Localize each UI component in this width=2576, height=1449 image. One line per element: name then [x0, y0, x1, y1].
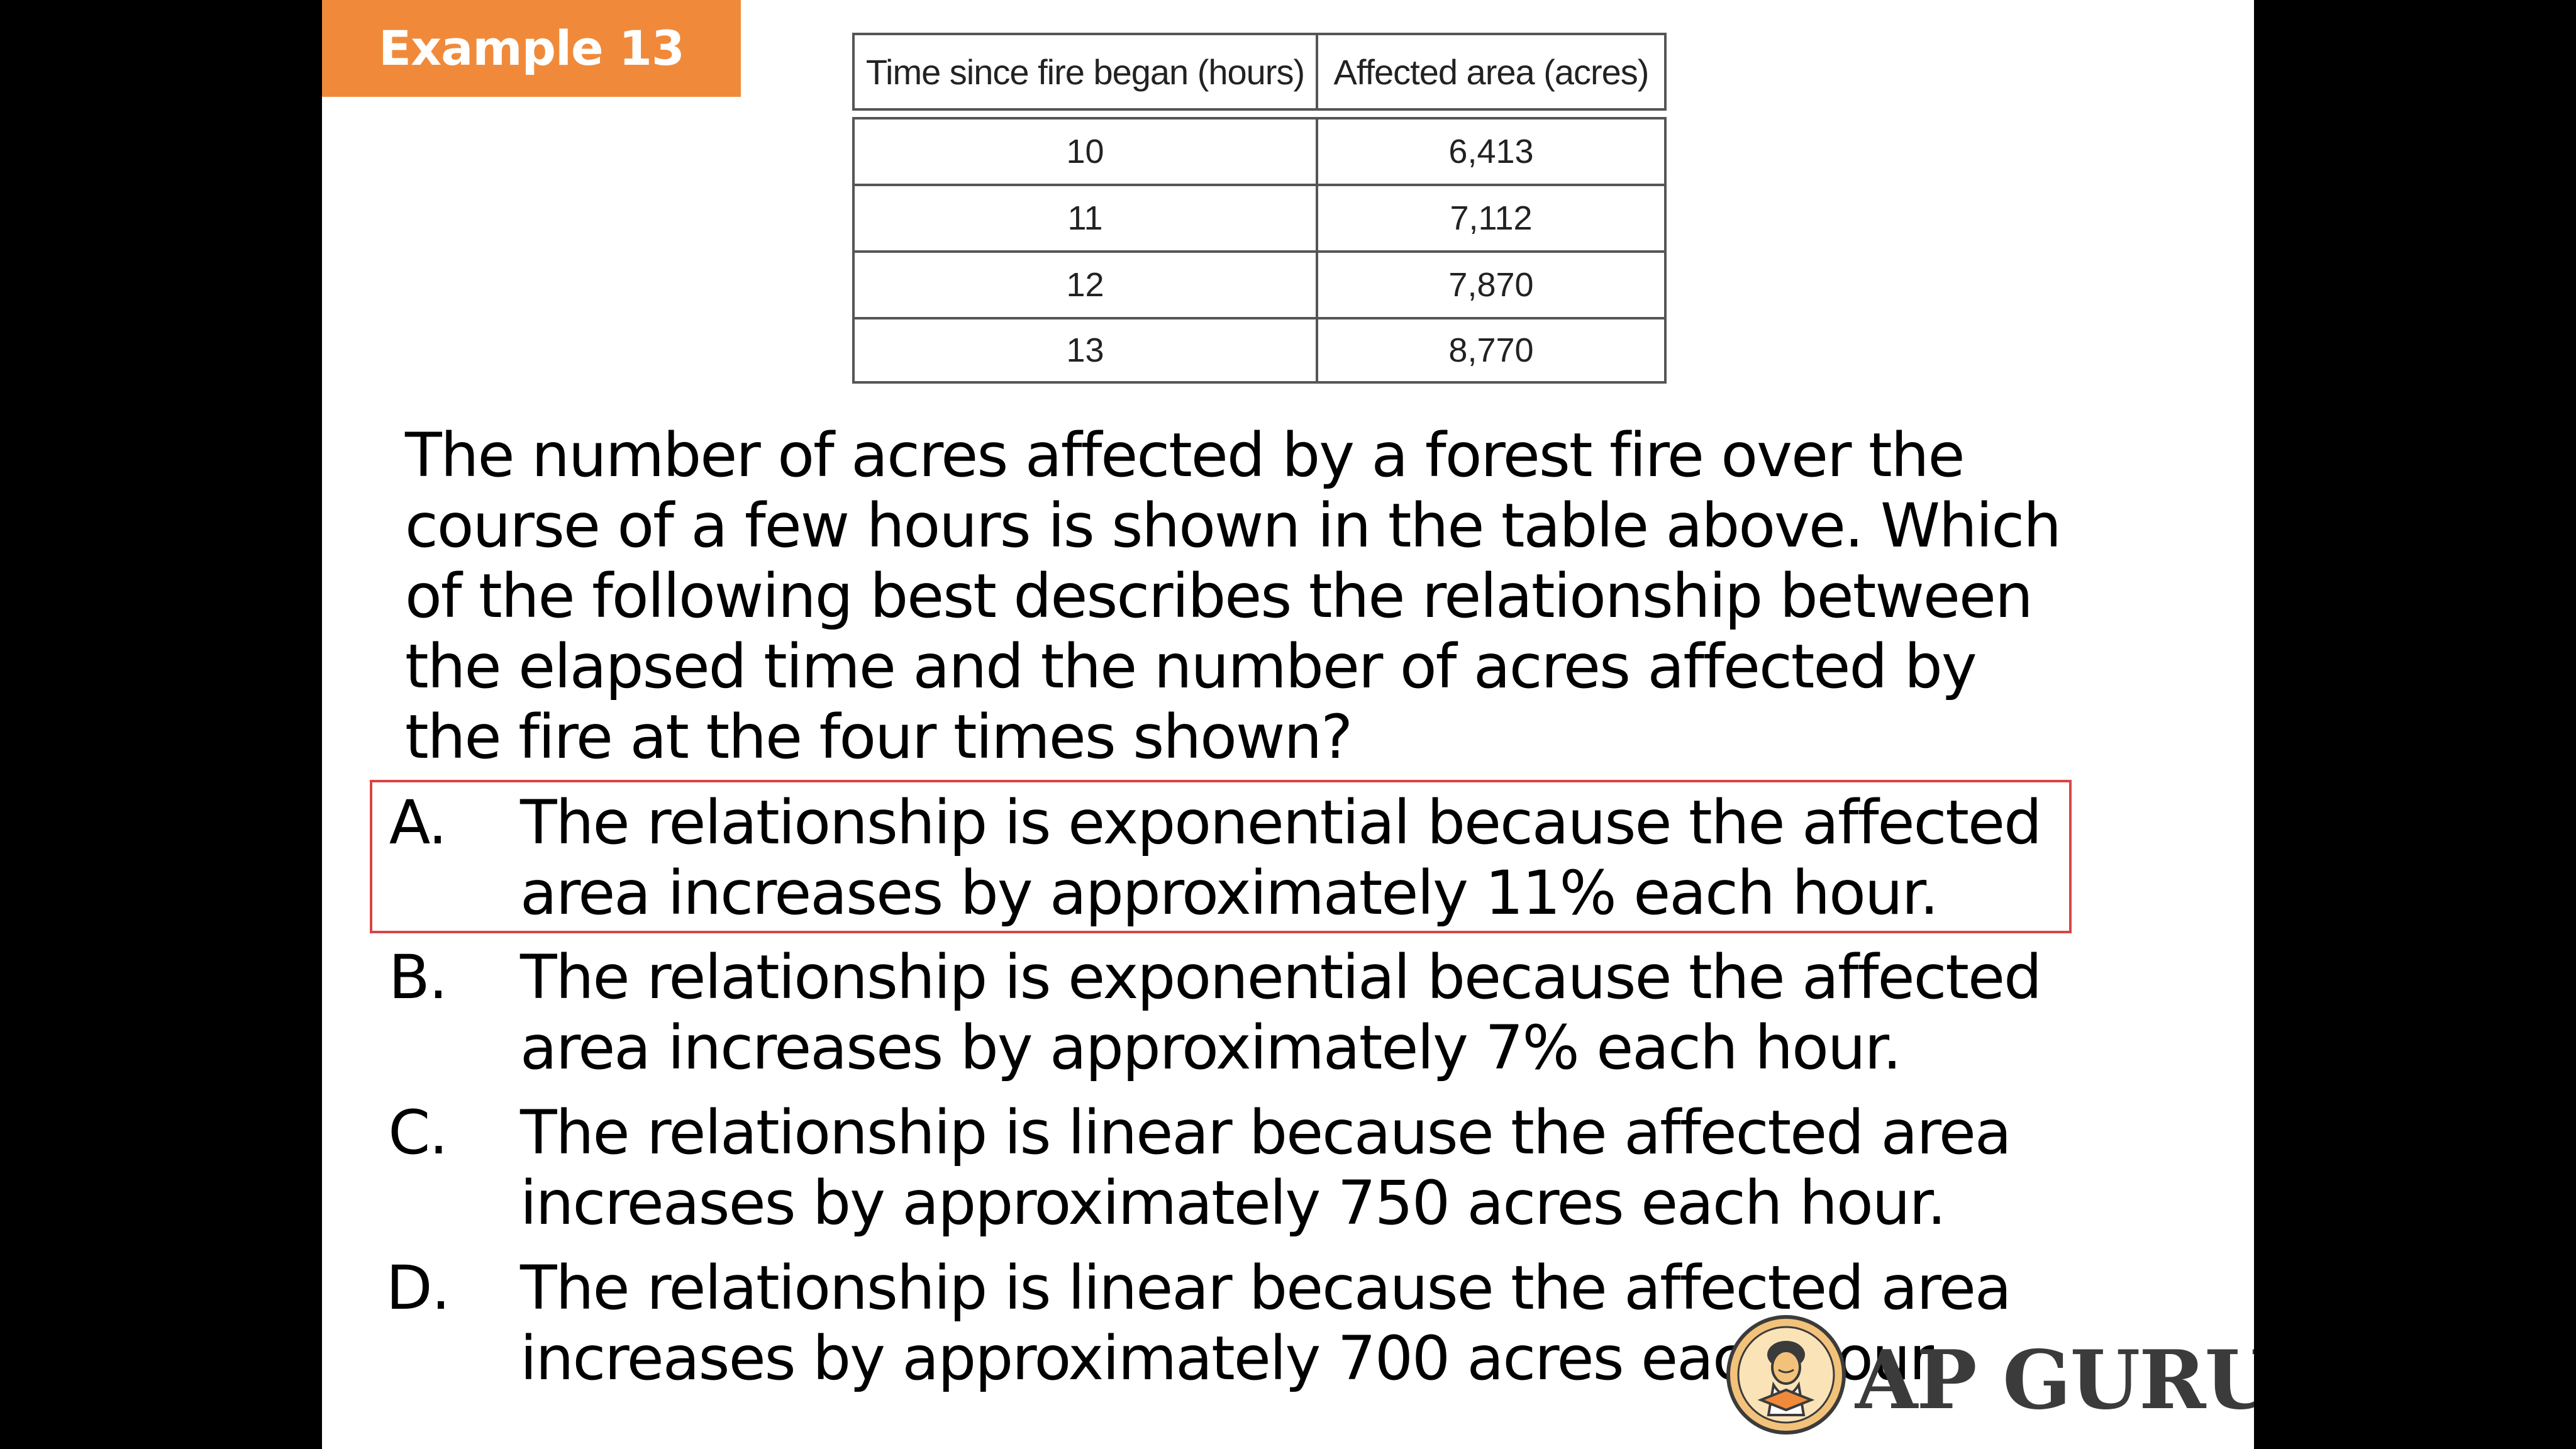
choice-line: The relationship is exponential because …: [520, 787, 2042, 858]
table-cell-time: 13: [855, 319, 1318, 381]
guru-emblem-icon: [1726, 1315, 1846, 1435]
answer-highlight-box: [370, 780, 2072, 933]
logo-text: AP GURU: [1855, 1333, 2254, 1428]
table-cell-time: 12: [855, 253, 1318, 317]
table-header-area: Affected area (acres): [1333, 52, 1650, 92]
table-row: 10 6,413: [852, 117, 1667, 184]
table-row: 12 7,870: [852, 250, 1667, 317]
question-text: The number of acres affected by a forest…: [405, 420, 2204, 772]
choice-line: increases by approximately 700 acres eac…: [520, 1323, 1946, 1394]
slide: Example 13 Time since fire began (hours)…: [322, 0, 2254, 1449]
choice-letter: D.: [386, 1253, 450, 1323]
table-header-time: Time since fire began (hours): [855, 35, 1318, 108]
choice-line: increases by approximately 750 acres eac…: [520, 1168, 1946, 1238]
table-cell-area: 8,770: [1448, 331, 1534, 369]
table-cell-time: 11: [855, 186, 1318, 250]
table-cell-time: 10: [855, 119, 1318, 184]
choice-text: The relationship is linear because the a…: [520, 1097, 2155, 1238]
choice-letter: A.: [389, 787, 448, 858]
table-cell-area: 7,870: [1448, 266, 1534, 304]
choice-letter: B.: [388, 942, 448, 1013]
choice-text: The relationship is linear because the a…: [520, 1253, 2155, 1394]
table-row: 11 7,112: [852, 184, 1667, 250]
choice-line: The relationship is linear because the a…: [520, 1097, 2012, 1168]
question-line: of the following best describes the rela…: [405, 561, 2033, 631]
ap-guru-logo: AP GURU: [1723, 1308, 2254, 1449]
table-cell-area: 7,112: [1450, 199, 1533, 237]
question-line: The number of acres affected by a forest…: [405, 420, 1965, 491]
choice-text: The relationship is exponential because …: [520, 787, 2155, 928]
question-line: the fire at the four times shown?: [405, 702, 1353, 772]
question-line: course of a few hours is shown in the ta…: [405, 491, 2062, 561]
choice-text: The relationship is exponential because …: [520, 942, 2155, 1083]
choice-line: area increases by approximately 11% each…: [520, 858, 1939, 928]
table-cell-area: 6,413: [1448, 133, 1534, 170]
choice-letter: C.: [388, 1097, 448, 1168]
example-badge: Example 13: [322, 0, 741, 97]
table-gap: [852, 111, 1667, 117]
table-row: 13 8,770: [852, 317, 1667, 384]
data-table: Time since fire began (hours) Affected a…: [852, 33, 1667, 384]
question-line: the elapsed time and the number of acres…: [405, 631, 1977, 702]
choice-line: The relationship is linear because the a…: [520, 1253, 2012, 1323]
choice-line: The relationship is exponential because …: [520, 942, 2042, 1013]
choice-line: area increases by approximately 7% each …: [520, 1013, 1902, 1083]
table-header-row: Time since fire began (hours) Affected a…: [852, 33, 1667, 111]
